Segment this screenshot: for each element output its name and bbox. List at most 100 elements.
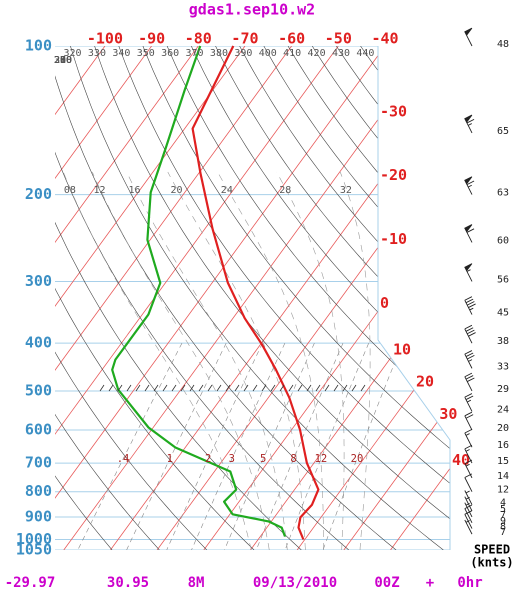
pressure-label: 400 <box>25 334 52 352</box>
wind-speed-label: 16 <box>497 440 509 451</box>
profile-line <box>111 45 287 537</box>
footer-text: -29.97 <box>5 575 56 591</box>
mixing-ratio-label: 8 <box>290 453 296 465</box>
footer-text: 00Z <box>374 575 399 591</box>
hatch <box>279 384 285 392</box>
hatch <box>360 384 366 392</box>
wind-barb <box>464 263 473 282</box>
hatch <box>135 384 141 392</box>
wind-barb <box>464 459 473 479</box>
theta-label: 430 <box>332 48 350 59</box>
theta-label: 360 <box>161 48 179 59</box>
plot-boundary <box>377 46 451 550</box>
wind-speed-label: 14 <box>497 471 509 482</box>
mixing-ratio-line <box>256 342 344 550</box>
hatch <box>297 384 303 392</box>
moist-label: 28 <box>279 185 291 196</box>
isotherm-label: 30 <box>439 405 457 423</box>
pressure-label: 300 <box>25 272 52 290</box>
moist-label: 08 <box>64 185 76 196</box>
wind-speed-label: 20 <box>497 423 509 434</box>
theta-label: 320 <box>64 48 82 59</box>
footer-text: 09/13/2010 <box>253 575 337 591</box>
footer-text: 0hr <box>457 575 482 591</box>
wind-speed-label: 24 <box>497 404 509 415</box>
moist-label: 32 <box>340 185 352 196</box>
isotherm-label: -80 <box>185 30 212 48</box>
theta-label: 410 <box>283 48 301 59</box>
wind-barb <box>464 296 476 315</box>
hatch <box>351 384 357 392</box>
wind-barb <box>464 502 473 518</box>
hatch <box>198 384 204 392</box>
wind-speed-label: 45 <box>497 308 509 319</box>
pressure-label: 1000 <box>16 530 52 548</box>
wind-barb <box>464 224 475 243</box>
hatch <box>99 384 105 392</box>
theta-label: 340 <box>112 48 130 59</box>
hatch <box>117 384 123 392</box>
mixing-ratio-label: 12 <box>315 453 328 465</box>
hatch <box>189 384 195 392</box>
mixing-ratio-line <box>77 342 183 550</box>
wind-speed-label: 63 <box>497 188 509 199</box>
dry-adiabat <box>263 46 450 550</box>
wind-barb <box>464 428 473 448</box>
theta-label: 350 <box>137 48 155 59</box>
pressure-label: 1050 <box>16 541 52 559</box>
hatch <box>234 384 240 392</box>
wind-speed-label: 12 <box>497 485 509 496</box>
theta-label: 420 <box>308 48 326 59</box>
wind-speed-label: 38 <box>497 336 509 347</box>
hatch <box>126 384 132 392</box>
wind-barb <box>464 27 473 47</box>
theta-label: 330 <box>88 48 106 59</box>
mixing-ratio-line <box>224 342 315 550</box>
wind-barb <box>464 473 473 492</box>
isotherm <box>55 46 246 550</box>
theta-label: 310 <box>54 55 72 66</box>
wind-barb <box>464 504 473 524</box>
hatch <box>324 384 330 392</box>
hatch <box>270 384 276 392</box>
hatch <box>252 384 258 392</box>
mixing-ratio-label: 2 <box>205 453 211 465</box>
wind-speed-label: 8 <box>500 522 506 533</box>
hatch <box>288 384 294 392</box>
moist-adiabat <box>63 171 252 550</box>
theta-label: 290 <box>54 55 72 66</box>
theta-label: 390 <box>234 48 252 59</box>
wind-speed-label: 60 <box>497 235 509 246</box>
hatch <box>153 384 159 392</box>
moist-label: 16 <box>128 185 140 196</box>
theta-label: 300 <box>54 55 72 66</box>
moist-adiabat <box>92 171 270 550</box>
speed-unit: (knts) <box>470 556 513 570</box>
wind-barb <box>464 114 475 134</box>
isotherm-label: -100 <box>87 30 123 48</box>
dry-adiabat <box>142 46 450 550</box>
wind-speed-label: 5 <box>500 504 506 515</box>
hatch <box>333 384 339 392</box>
hatch <box>171 384 177 392</box>
dry-adiabat <box>55 46 349 550</box>
wind-barb <box>464 324 476 344</box>
speed-label: SPEED <box>474 543 510 557</box>
hatch <box>144 384 150 392</box>
dry-adiabat <box>118 46 450 550</box>
profile-line <box>191 45 320 540</box>
hatch <box>108 384 114 392</box>
theta-label: 250 <box>54 55 72 66</box>
theta-label: 370 <box>186 48 204 59</box>
hatch <box>243 384 249 392</box>
pressure-label: 700 <box>25 454 52 472</box>
theta-label: 280 <box>54 55 72 66</box>
hatch <box>162 384 168 392</box>
pressure-label: 500 <box>25 381 52 399</box>
hatch <box>315 384 321 392</box>
wind-speed-label: 4 <box>500 498 506 509</box>
wind-speed-label: 29 <box>497 384 509 395</box>
mixing-ratio-label: .4 <box>117 453 130 465</box>
footer-text: + <box>426 575 434 591</box>
isotherm <box>55 46 386 550</box>
